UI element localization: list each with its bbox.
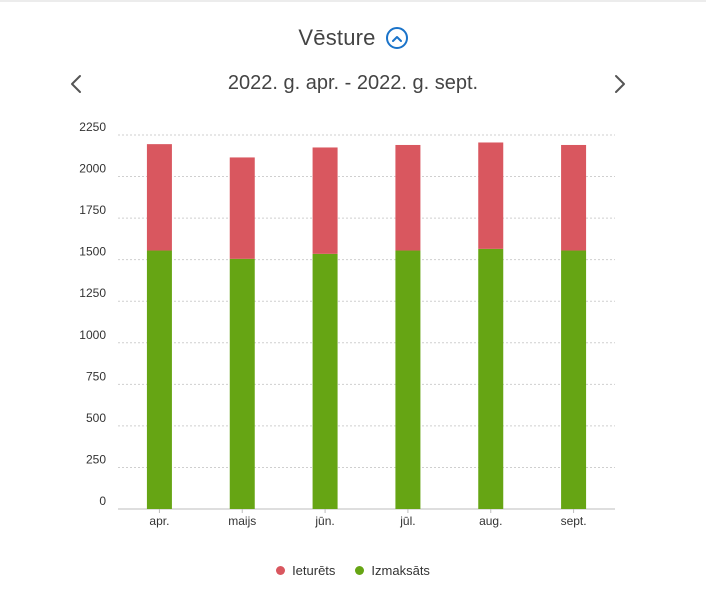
y-tick-label: 250 [86, 452, 106, 466]
y-tick-label: 0 [99, 494, 106, 508]
section-title: Vēsture [298, 25, 376, 50]
bar-segment [561, 250, 587, 509]
section-header: Vēsture [0, 22, 706, 54]
period-navigator: 2022. g. apr. - 2022. g. sept. [0, 66, 706, 102]
y-tick-label: 1000 [79, 328, 106, 342]
legend-label: Ieturēts [292, 563, 336, 578]
chart-legend: Ieturēts Izmaksāts [0, 563, 706, 578]
x-tick-label: jūn. [314, 514, 334, 528]
bar-segment [146, 250, 172, 509]
legend-item[interactable]: Izmaksāts [355, 563, 430, 578]
y-tick-label: 1750 [79, 203, 106, 217]
legend-label: Izmaksāts [371, 563, 430, 578]
bar-segment [312, 147, 338, 254]
chevron-left-icon[interactable] [62, 70, 90, 98]
bar-segment [478, 142, 504, 249]
y-tick-label: 2250 [79, 120, 106, 134]
x-tick-label: jūl. [399, 514, 415, 528]
legend-dot-icon [276, 566, 286, 575]
top-border [0, 0, 706, 2]
bar-segment [561, 144, 587, 251]
bar-segment [229, 157, 255, 259]
y-tick-label: 1250 [79, 286, 106, 300]
bar-segment [395, 144, 421, 251]
x-tick-label: sept. [561, 514, 587, 528]
bar-segment [395, 250, 421, 509]
chevron-up-circle-icon[interactable] [385, 27, 408, 49]
legend-dot-icon [355, 566, 365, 575]
y-tick-label: 1500 [79, 245, 106, 259]
chevron-right-icon[interactable] [606, 70, 634, 98]
y-tick-label: 750 [86, 369, 106, 383]
y-tick-label: 2000 [79, 162, 106, 176]
bar-segment [312, 253, 338, 509]
history-bar-chart: 0 250 500 750 1000 1250 1500 1750 2000 2250 apr. ma… [79, 120, 615, 528]
y-tick-label: 500 [86, 411, 106, 425]
x-tick-label: aug. [479, 514, 502, 528]
x-tick-label: maijs [228, 514, 256, 528]
bar-segment [146, 144, 172, 251]
bar-segment [229, 258, 255, 509]
bar-segment [478, 248, 504, 509]
legend-item[interactable]: Ieturēts [276, 563, 335, 578]
x-tick-label: apr. [149, 514, 169, 528]
period-label: 2022. g. apr. - 2022. g. sept. [227, 72, 479, 94]
